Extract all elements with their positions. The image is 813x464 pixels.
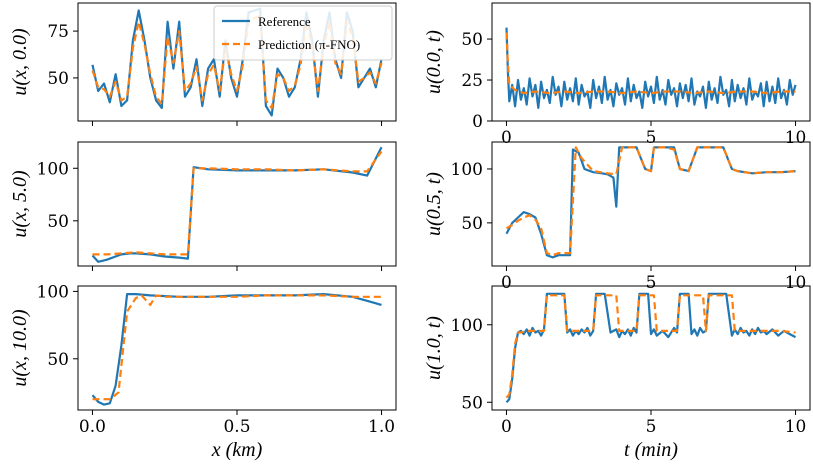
- prediction-line-space_t5: [92, 150, 383, 256]
- y-tick-label: 75: [47, 22, 69, 42]
- chart-space_t0: 50 75 u(x, 0.0) Reference Prediction (π-FNO): [9, 2, 397, 126]
- x-tick-label: 0: [501, 417, 512, 437]
- x-tick-label: 0: [501, 273, 512, 293]
- y-axis-label-time_x05: u(0.5, t): [423, 172, 445, 236]
- y-tick-label: 100: [451, 316, 483, 336]
- y-tick-label: 50: [461, 393, 483, 413]
- prediction-line-time_x0: [505, 32, 796, 95]
- axes-frame-time_x05: [491, 141, 811, 267]
- legend: Reference Prediction (π-FNO): [213, 5, 393, 61]
- y-tick-label: 100: [451, 160, 483, 180]
- x-tick-label: 0.0: [79, 417, 106, 437]
- chart-time_x05: 0 5 10 50 100 u(0.5, t): [423, 141, 811, 293]
- reference-line-space_t5: [91, 146, 383, 263]
- y-tick-label: 0: [472, 112, 483, 132]
- x-tick-label: 10: [785, 273, 807, 293]
- y-tick-label: 50: [47, 212, 69, 232]
- prediction-line-time_x05: [505, 146, 796, 257]
- y-tick-label: 25: [461, 71, 483, 91]
- x-axis-label-time_x10: t (min): [624, 439, 678, 461]
- chart-time_x0: 0 5 10 0 25 50 u(0.0, t): [423, 2, 811, 148]
- prediction-line-space_t10: [92, 294, 382, 401]
- x-axis-label-space_t10: x (km): [211, 439, 263, 461]
- reference-line-space_t10: [91, 293, 382, 406]
- y-axis-label-space_t5: u(x, 5.0): [9, 170, 31, 238]
- y-axis-label-time_x10: u(1.0, t): [423, 316, 445, 380]
- x-tick-label: 0.5: [223, 417, 250, 437]
- y-tick-label: 50: [47, 350, 69, 370]
- axes-frame-time_x10: [491, 285, 811, 411]
- x-tick-label: 10: [785, 417, 807, 437]
- x-tick-label: 1.0: [368, 417, 395, 437]
- y-axis-label-space_t0: u(x, 0.0): [9, 28, 31, 96]
- legend-reference-label: Reference: [258, 14, 311, 29]
- y-tick-label: 50: [461, 30, 483, 50]
- y-tick-label: 50: [461, 214, 483, 234]
- y-tick-label: 100: [37, 159, 69, 179]
- y-axis-label-time_x0: u(0.0, t): [423, 30, 445, 94]
- chart-time_x10: 0 5 10 50 100 u(1.0, t) t (min): [423, 285, 811, 461]
- prediction-line-time_x10: [505, 294, 796, 399]
- y-tick-label: 100: [37, 282, 69, 302]
- reference-line-time_x10: [505, 292, 797, 404]
- reference-line-time_x0: [505, 27, 797, 110]
- chart-space_t10: 0.0 0.5 1.0 50 100 u(x, 10.0) x (km): [9, 282, 397, 461]
- axes-frame-space_t5: [77, 141, 397, 267]
- legend-box: [213, 5, 393, 61]
- chart-space_t5: 50 100 u(x, 5.0): [9, 141, 397, 271]
- x-tick-label: 10: [785, 128, 807, 148]
- x-tick-label: 5: [646, 128, 657, 148]
- reference-line-time_x05: [505, 146, 796, 259]
- x-tick-label: 0: [501, 128, 512, 148]
- y-tick-label: 50: [47, 69, 69, 89]
- legend-prediction-label: Prediction (π-FNO): [258, 37, 360, 52]
- x-tick-label: 5: [646, 417, 657, 437]
- x-tick-label: 5: [646, 273, 657, 293]
- y-axis-label-space_t10: u(x, 10.0): [9, 309, 31, 387]
